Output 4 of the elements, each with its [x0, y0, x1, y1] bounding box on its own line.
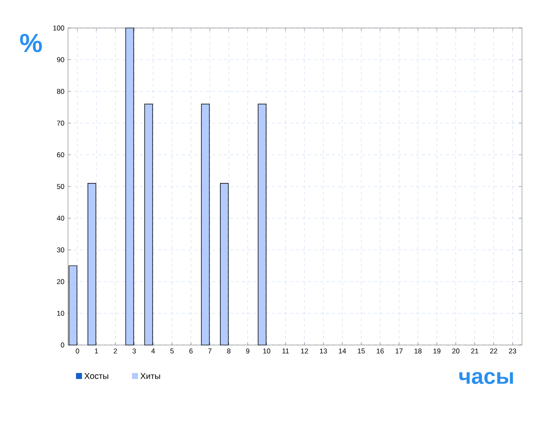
legend-label: Хиты [140, 373, 160, 379]
x-axis-title: часы [459, 372, 513, 384]
legend-label: Хосты [84, 373, 108, 379]
y-axis-title: % [20, 34, 42, 52]
